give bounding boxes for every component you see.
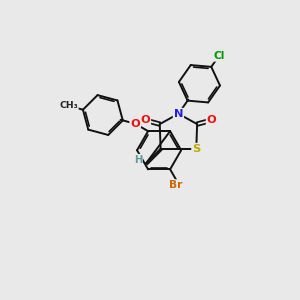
Text: O: O bbox=[130, 119, 140, 129]
Text: O: O bbox=[140, 115, 150, 125]
Text: O: O bbox=[207, 115, 216, 125]
Text: Br: Br bbox=[169, 180, 182, 190]
Text: Cl: Cl bbox=[213, 51, 225, 61]
Text: H: H bbox=[134, 155, 142, 165]
Text: S: S bbox=[192, 144, 200, 154]
Text: N: N bbox=[174, 109, 183, 119]
Text: CH₃: CH₃ bbox=[59, 101, 78, 110]
